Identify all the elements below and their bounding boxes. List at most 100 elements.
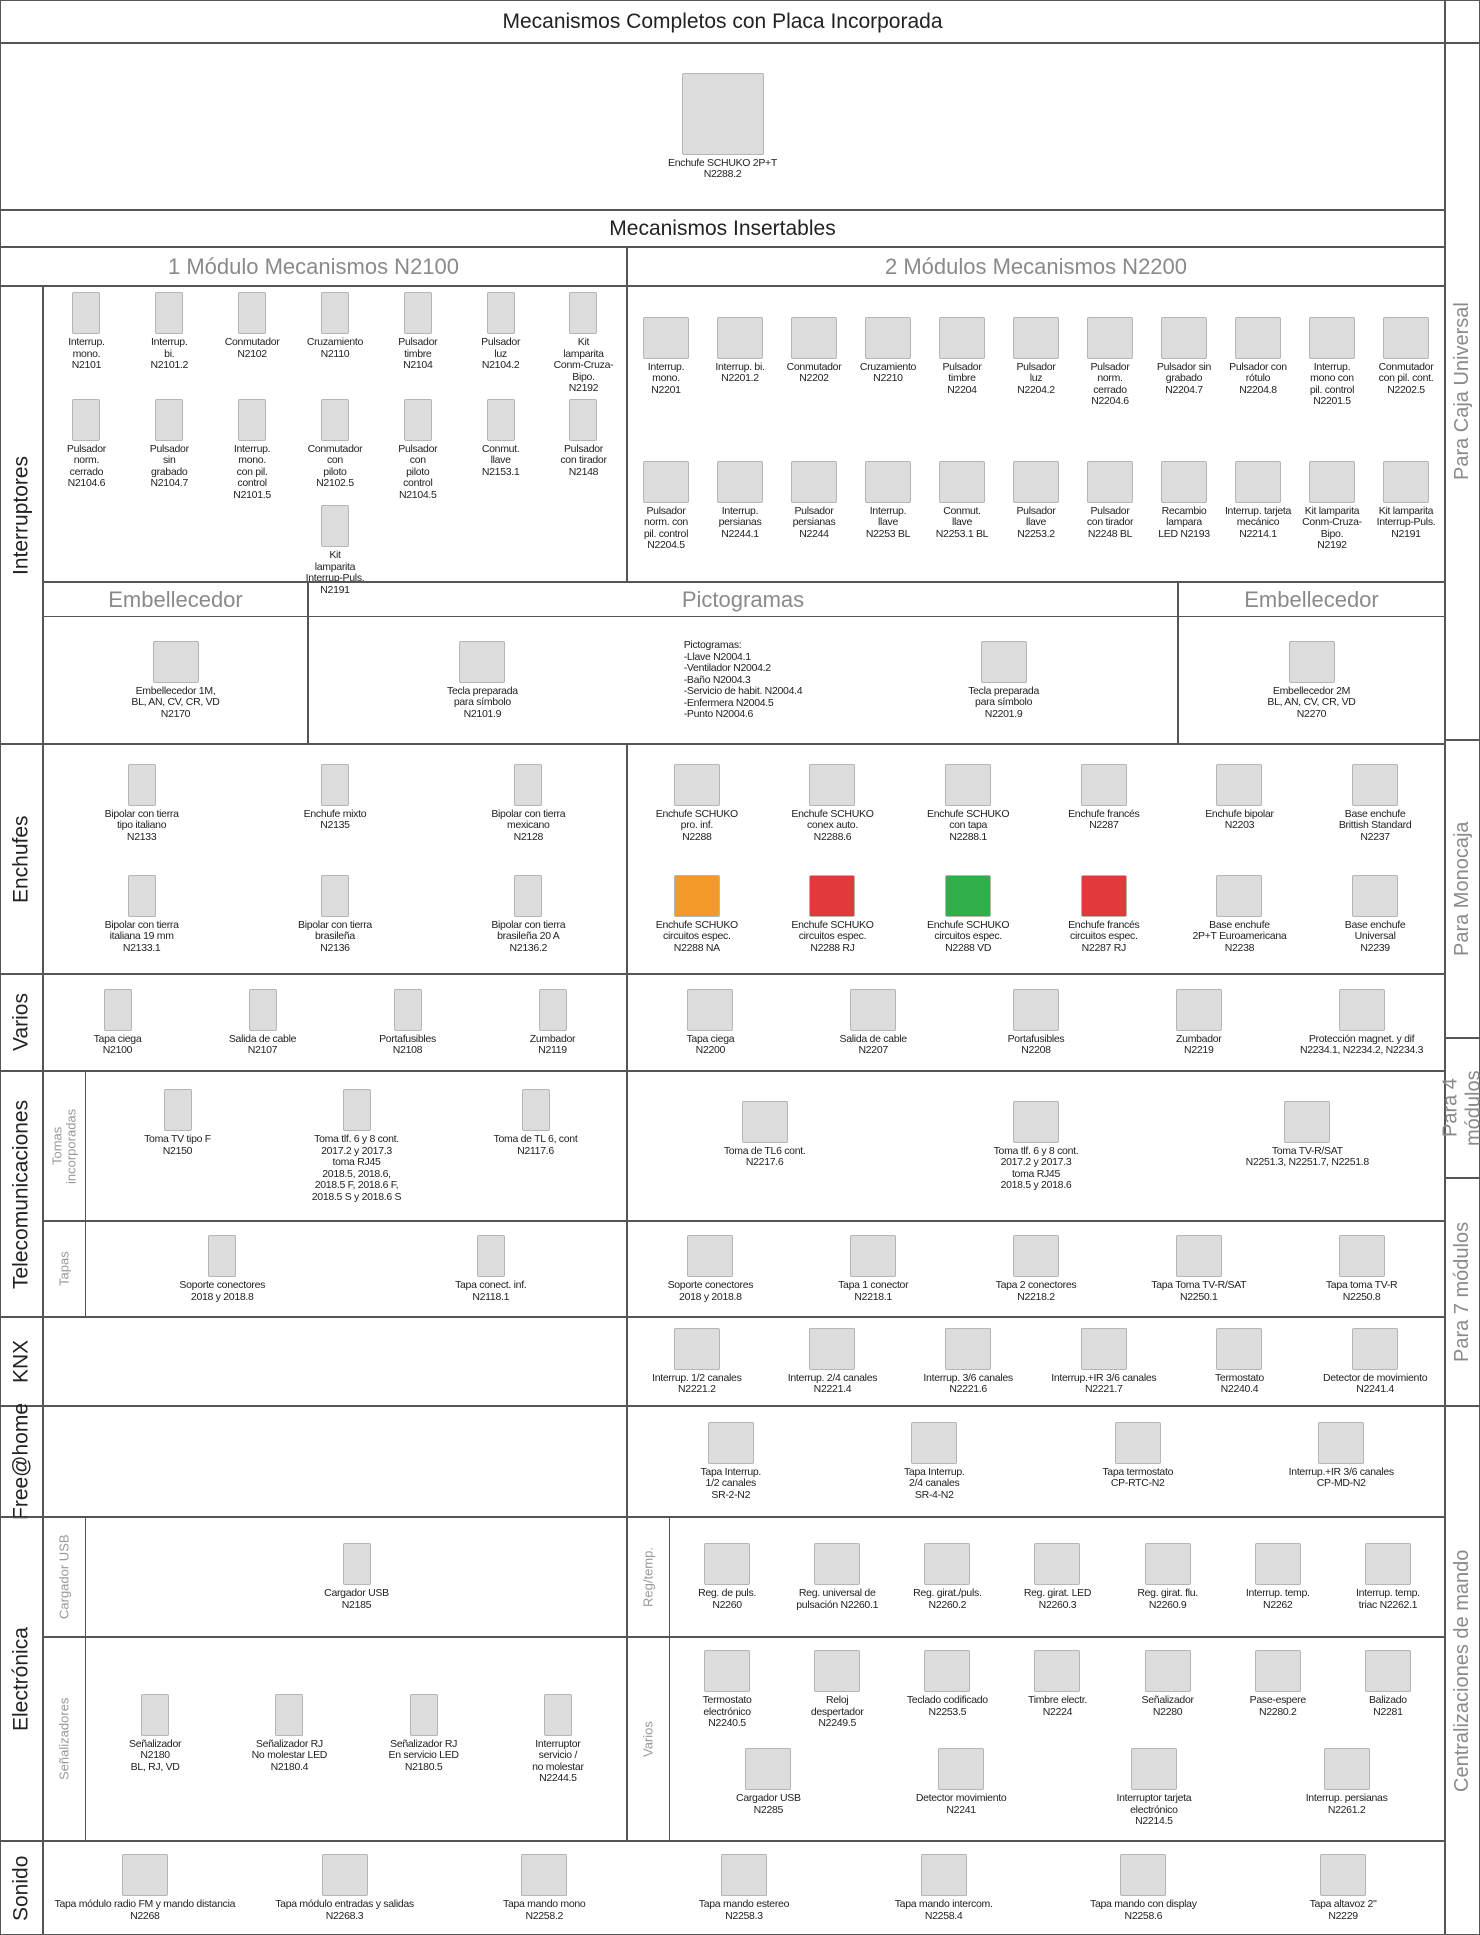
product: Señalizador N2280: [1113, 1648, 1222, 1720]
product: Reg. girat. LED N2260.3: [1003, 1541, 1112, 1613]
product-image: [1216, 874, 1263, 917]
product-image: [521, 1854, 568, 1896]
product: Interrup. persianas N2261.2: [1292, 1746, 1401, 1818]
product: Cargador USB N2185: [90, 1541, 623, 1613]
product: Interrup. llave N2253 BL: [852, 459, 925, 543]
product-label: Portafusibles N2108: [379, 1032, 436, 1056]
product-label: Interrup. bi. N2201.2: [715, 360, 765, 384]
product-image: [543, 1693, 572, 1736]
product-label: Pulsador luz N2204.2: [1016, 360, 1056, 396]
product-image: [704, 1543, 751, 1585]
product: Bipolar con tierra tipo italiano N2133: [46, 762, 238, 846]
product: Enchufe mixto N2135: [239, 762, 431, 834]
section-title: Enchufes: [0, 744, 43, 974]
product-label: Tapa 2 conectores N2218.2: [995, 1279, 1077, 1303]
product-label: Tapa termostato CP-RTC-N2: [1102, 1465, 1174, 1490]
product: Cruzamiento N2110: [294, 290, 376, 362]
product: Pulsador llave N2253.2: [1000, 459, 1073, 543]
side-label: Para 4 módulos: [1440, 1038, 1480, 1178]
product-label: Pulsador sin grabado N2204.7: [1156, 360, 1212, 396]
cell: [43, 1517, 627, 1637]
product-image: [791, 316, 837, 359]
product-label: Toma tlf. 6 y 8 cont. 2017.2 y 2017.3 to…: [311, 1133, 402, 1203]
product: Tapa 2 conectores N2218.2: [955, 1233, 1117, 1305]
product-image: [924, 1543, 971, 1585]
insertables-header: Mecanismos Insertables: [0, 210, 1445, 247]
product-label: Interrup. llave N2253 BL: [865, 504, 911, 540]
product: Enchufe SCHUKO pro. inf. N2288: [629, 762, 764, 846]
product-label: Enchufe francés N2287: [1068, 807, 1140, 832]
product-image: [321, 505, 349, 547]
product-label: Bipolar con tierra tipo italiano N2133: [104, 807, 179, 843]
product: Cruzamiento N2210: [852, 315, 925, 387]
cell-content: Bipolar con tierra tipo italiano N2133 En…: [45, 748, 625, 970]
product: Tecla preparada para símbolo N2201.9: [860, 639, 1147, 723]
product-label: Señalizador N2280: [1141, 1694, 1194, 1718]
product-label: Balizado N2281: [1368, 1694, 1407, 1718]
product: Base enchufe 2P+T Euroamericana N2238: [1172, 873, 1307, 957]
product: Enchufe SCHUKO conex auto. N2288.6: [765, 762, 900, 846]
product-image: [163, 1089, 192, 1131]
cell-content: Tecla preparada para símbolo N2101.9 Pict…: [310, 621, 1176, 740]
product: Tapa mando mono N2258.2: [445, 1852, 644, 1924]
product-label: Pulsador con tirador N2248 BL: [1086, 504, 1134, 540]
product: Interrup. 1/2 canales N2221.2: [629, 1326, 764, 1398]
cell-content: Embellecedor 2M BL, AN, CV, CR, VD N2270: [1180, 621, 1443, 740]
product: Pulsador persianas N2244: [778, 459, 851, 543]
section-title: Sonido: [0, 1841, 43, 1935]
product-label: Toma tlf. 6 y 8 cont. 2017.2 y 2017.3 to…: [993, 1144, 1079, 1191]
product-label: Conmutador N2102: [224, 336, 280, 360]
product: Salida de cable N2107: [191, 987, 335, 1059]
cell: [43, 1071, 627, 1221]
product-label: Tapa Interrup. 2/4 canales SR-4-N2: [903, 1465, 965, 1501]
product-image: [1161, 460, 1207, 503]
product-label: Enchufe francés circuitos espec. N2287 R…: [1068, 918, 1140, 954]
cell: [43, 1221, 627, 1317]
product: Pulsador con tirador N2248 BL: [1074, 459, 1147, 543]
product: Zumbador N2219: [1118, 987, 1280, 1059]
product-label: Pulsador con rótulo N2204.8: [1229, 360, 1287, 396]
product: Salida de cable N2207: [792, 987, 954, 1059]
product: Tapa Interrup. 2/4 canales SR-4-N2: [833, 1420, 1035, 1504]
product: Tapa conect. inf. N2118.1: [358, 1233, 624, 1305]
product: Interrup. mono. N2201: [630, 315, 703, 399]
product: Interruptor tarjeta electrónico N2214.5: [1099, 1746, 1208, 1830]
product-image: [1087, 460, 1133, 503]
product-label: Zumbador N2119: [529, 1032, 576, 1056]
product: Kit lamparita Interrup-Puls. N2191: [294, 503, 376, 598]
product: Conmutador N2202: [778, 315, 851, 387]
product-image: [514, 874, 543, 917]
product-image: [208, 1235, 237, 1277]
cell: [43, 1637, 627, 1841]
product-label: Zumbador N2219: [1176, 1032, 1222, 1056]
product-label: Reloj despertador N2249.5: [810, 1694, 864, 1730]
product-label: Interrup. mono. N2201: [647, 360, 685, 396]
product-image: [1364, 1543, 1411, 1585]
product: Termostato electrónico N2240.5: [673, 1648, 782, 1732]
product-label: Reg. de puls. N2260: [698, 1587, 757, 1611]
product: Interrup. temp. triac N2262.1: [1333, 1541, 1442, 1613]
cell-content: Interrup. mono. N2101 Interrup. bi. N2101…: [45, 290, 625, 595]
product: Pulsador timbre N2104: [377, 290, 459, 374]
product-image: [569, 398, 598, 441]
product: Pulsador norm. con pil. control N2204.5: [630, 459, 703, 554]
product-image: [1235, 460, 1281, 503]
cell-content: [45, 1321, 625, 1402]
product-label: Enchufe SCHUKO conex auto. N2288.6: [791, 807, 874, 843]
product-image: [1338, 1235, 1385, 1277]
cell: [627, 1637, 1445, 1841]
product: Base enchufe Universal N2239: [1308, 873, 1443, 957]
cell-content: Toma TV tipo F N2150 Toma tlf. 6 y 8 cont…: [88, 1075, 625, 1217]
product-label: Interrup. persianas N2244.1: [718, 504, 762, 540]
product-label: Interrup.+IR 3/6 canales N2221.7: [1051, 1371, 1157, 1395]
product-image: [720, 1854, 767, 1896]
product-image: [1320, 1854, 1367, 1896]
product-image: [745, 1748, 792, 1791]
cell: [627, 1221, 1445, 1317]
product-label: Interrup. mono con pil. control N2201.5: [1309, 360, 1355, 407]
product-label: Recambio lampara LED N2193: [1158, 504, 1210, 540]
product: Tapa módulo radio FM y mando distancia N…: [45, 1852, 244, 1924]
product-image: [403, 398, 432, 441]
product-label: Tapa módulo entradas y salidas N2268.3: [275, 1898, 414, 1922]
product: Interrup. bi. N2101.2: [128, 290, 210, 374]
